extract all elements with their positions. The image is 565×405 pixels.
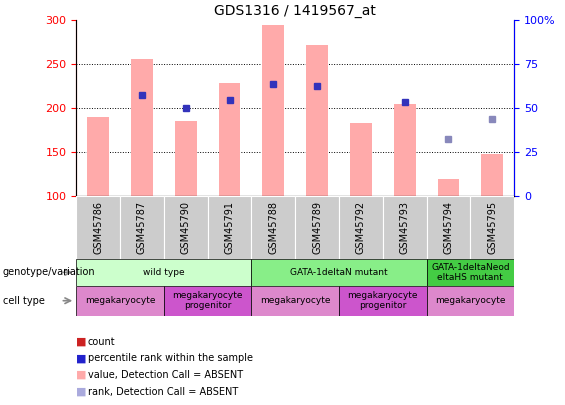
Bar [427, 286, 514, 316]
Bar [339, 286, 427, 316]
Text: wild type: wild type [143, 268, 185, 277]
Bar [208, 196, 251, 259]
Text: value, Detection Call = ABSENT: value, Detection Call = ABSENT [88, 370, 243, 380]
Text: GSM45787: GSM45787 [137, 201, 147, 254]
Bar [76, 196, 120, 259]
Bar [251, 286, 339, 316]
Bar [470, 196, 514, 259]
Bar [394, 104, 416, 196]
Text: megakaryocyte: megakaryocyte [435, 296, 506, 305]
Text: megakaryocyte
progenitor: megakaryocyte progenitor [172, 291, 243, 310]
Text: GSM45792: GSM45792 [356, 201, 366, 254]
Bar [76, 286, 164, 316]
Text: ■: ■ [76, 387, 87, 396]
Bar [437, 179, 459, 196]
Text: GSM45788: GSM45788 [268, 201, 279, 254]
Bar [219, 83, 241, 196]
Title: GDS1316 / 1419567_at: GDS1316 / 1419567_at [214, 4, 376, 18]
Bar [427, 259, 514, 286]
Text: GATA-1deltaN mutant: GATA-1deltaN mutant [290, 268, 388, 277]
Text: GSM45794: GSM45794 [444, 201, 454, 254]
Text: ■: ■ [76, 353, 87, 363]
Text: GATA-1deltaNeod
eltaHS mutant: GATA-1deltaNeod eltaHS mutant [431, 263, 510, 282]
Bar [164, 196, 208, 259]
Text: genotype/variation: genotype/variation [3, 267, 95, 277]
Bar [427, 196, 470, 259]
Text: GSM45791: GSM45791 [224, 201, 234, 254]
Bar [262, 25, 284, 196]
Bar [251, 196, 295, 259]
Bar [295, 196, 339, 259]
Text: GSM45793: GSM45793 [399, 201, 410, 254]
Text: megakaryocyte
progenitor: megakaryocyte progenitor [347, 291, 418, 310]
Text: cell type: cell type [3, 296, 45, 306]
Bar [350, 123, 372, 196]
Bar [87, 117, 109, 196]
Text: rank, Detection Call = ABSENT: rank, Detection Call = ABSENT [88, 387, 238, 396]
Text: count: count [88, 337, 115, 347]
Bar [120, 196, 164, 259]
Text: megakaryocyte: megakaryocyte [85, 296, 155, 305]
Text: GSM45789: GSM45789 [312, 201, 322, 254]
Text: ■: ■ [76, 370, 87, 380]
Bar [164, 286, 251, 316]
Text: GSM45790: GSM45790 [181, 201, 191, 254]
Bar [383, 196, 427, 259]
Text: GSM45795: GSM45795 [487, 201, 497, 254]
Bar [339, 196, 383, 259]
Bar [251, 259, 427, 286]
Bar [481, 154, 503, 196]
Text: ■: ■ [76, 337, 87, 347]
Bar [175, 121, 197, 196]
Bar [131, 59, 153, 196]
Text: GSM45786: GSM45786 [93, 201, 103, 254]
Bar [306, 45, 328, 196]
Bar [76, 259, 251, 286]
Text: percentile rank within the sample: percentile rank within the sample [88, 353, 253, 363]
Text: megakaryocyte: megakaryocyte [260, 296, 331, 305]
